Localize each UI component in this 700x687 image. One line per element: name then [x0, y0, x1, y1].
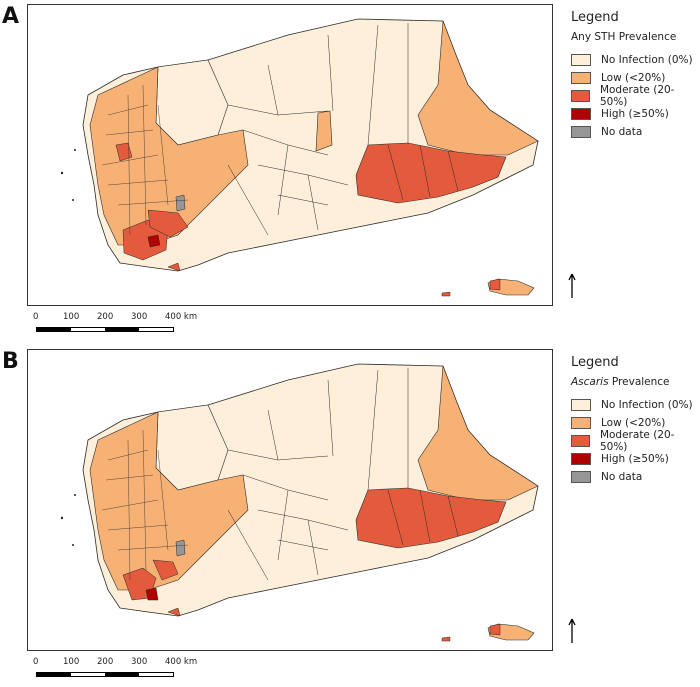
legend-title: Legend [571, 10, 619, 25]
legend-items: No Infection (0%) Low (<20%) Moderate (20-… [571, 51, 696, 141]
legend-item: Low (<20%) [571, 414, 696, 432]
legend-label: No data [601, 126, 643, 138]
legend-subtitle: Ascaris Prevalence [571, 376, 696, 388]
scale-label: 200 [97, 312, 114, 322]
region-nodata [175, 539, 186, 557]
legend-swatch [571, 453, 591, 465]
panel-letter: A [2, 4, 20, 29]
yemen-map [60, 363, 539, 642]
scale-label: 200 [97, 657, 114, 667]
legend-label: Low (<20%) [601, 417, 666, 429]
scale-bar-segments [36, 327, 174, 332]
legend: Legend Ascaris Prevalence No Infection (… [571, 355, 696, 486]
scale-label: 300 [131, 657, 148, 667]
legend-label: No Infection (0%) [601, 399, 693, 411]
legend-label: High (≥50%) [601, 108, 669, 120]
legend-item: No data [571, 468, 696, 486]
legend-item: Moderate (20-50%) [571, 429, 696, 453]
scale-label: 400 km [165, 312, 198, 322]
legend-swatch [571, 72, 591, 84]
map-panel-a: A [0, 0, 700, 340]
scale-labels: 0 100 200 300 400 km [33, 312, 233, 323]
region-east-low [417, 365, 539, 501]
region-east-moderate [355, 487, 507, 549]
district-lines [227, 368, 409, 581]
legend-label: Low (<20%) [601, 72, 666, 84]
scale-label: 0 [33, 657, 39, 667]
legend-swatch [571, 126, 591, 138]
region-high [145, 587, 159, 601]
scale-label: 300 [131, 312, 148, 322]
scale-label: 100 [63, 657, 80, 667]
legend-subtitle-italic: Ascaris [571, 376, 609, 388]
north-arrow-icon [567, 270, 577, 300]
region-east-moderate [355, 142, 507, 204]
north-arrow-icon [567, 615, 577, 645]
scale-bar: 0 100 200 300 400 km [33, 657, 213, 679]
region-west-moderate-2 [147, 209, 189, 238]
legend-swatch [571, 417, 591, 429]
region-west-moderate-2 [152, 559, 179, 581]
legend-label: No data [601, 471, 643, 483]
legend-item: No Infection (0%) [571, 51, 696, 69]
map-panel-b: B Legend Ascaris Prevalence No Infec [0, 345, 700, 685]
scale-label: 400 km [165, 657, 198, 667]
scale-bar: 0 100 200 300 400 km [33, 312, 213, 334]
panel-letter: B [2, 349, 19, 374]
legend-item: High (≥50%) [571, 450, 696, 468]
legend-swatch [571, 399, 591, 411]
legend-label: No Infection (0%) [601, 54, 693, 66]
region-west-moderate-3 [115, 142, 133, 162]
scale-label: 100 [63, 312, 80, 322]
scale-labels: 0 100 200 300 400 km [33, 657, 233, 668]
legend-swatch [571, 108, 591, 120]
region-mid-low [315, 110, 333, 152]
legend-swatch [571, 54, 591, 66]
legend-item: No data [571, 123, 696, 141]
region-east-low [417, 20, 539, 156]
legend-item: High (≥50%) [571, 105, 696, 123]
legend-item: Moderate (20-50%) [571, 84, 696, 108]
scale-label: 0 [33, 312, 39, 322]
legend-swatch [571, 435, 590, 447]
yemen-map [60, 18, 539, 297]
legend-subtitle-text: Prevalence [608, 376, 670, 388]
region-nodata [175, 194, 186, 212]
region-high [147, 234, 161, 248]
legend-item: No Infection (0%) [571, 396, 696, 414]
legend-subtitle: Any STH Prevalence [571, 31, 696, 43]
legend-label: Moderate (20-50%) [599, 84, 675, 108]
legend-swatch [571, 471, 591, 483]
legend-label: High (≥50%) [601, 453, 669, 465]
district-lines [227, 23, 409, 236]
map-frame [27, 349, 553, 651]
legend-title: Legend [571, 355, 619, 370]
legend-subtitle-text: Any STH Prevalence [571, 31, 677, 43]
legend: Legend Any STH Prevalence No Infection (… [571, 10, 696, 141]
legend-swatch [571, 90, 590, 102]
scale-bar-segments [36, 672, 174, 677]
legend-label: Moderate (20-50%) [599, 429, 675, 453]
map-frame [27, 4, 553, 306]
legend-item: Low (<20%) [571, 69, 696, 87]
legend-items: No Infection (0%) Low (<20%) Moderate (20-… [571, 396, 696, 486]
